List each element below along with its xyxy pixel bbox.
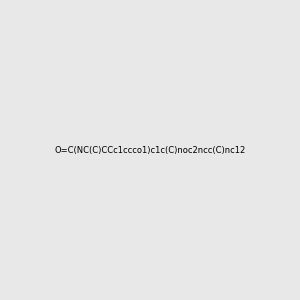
Text: O=C(NC(C)CCc1ccco1)c1c(C)noc2ncc(C)nc12: O=C(NC(C)CCc1ccco1)c1c(C)noc2ncc(C)nc12: [54, 146, 246, 154]
